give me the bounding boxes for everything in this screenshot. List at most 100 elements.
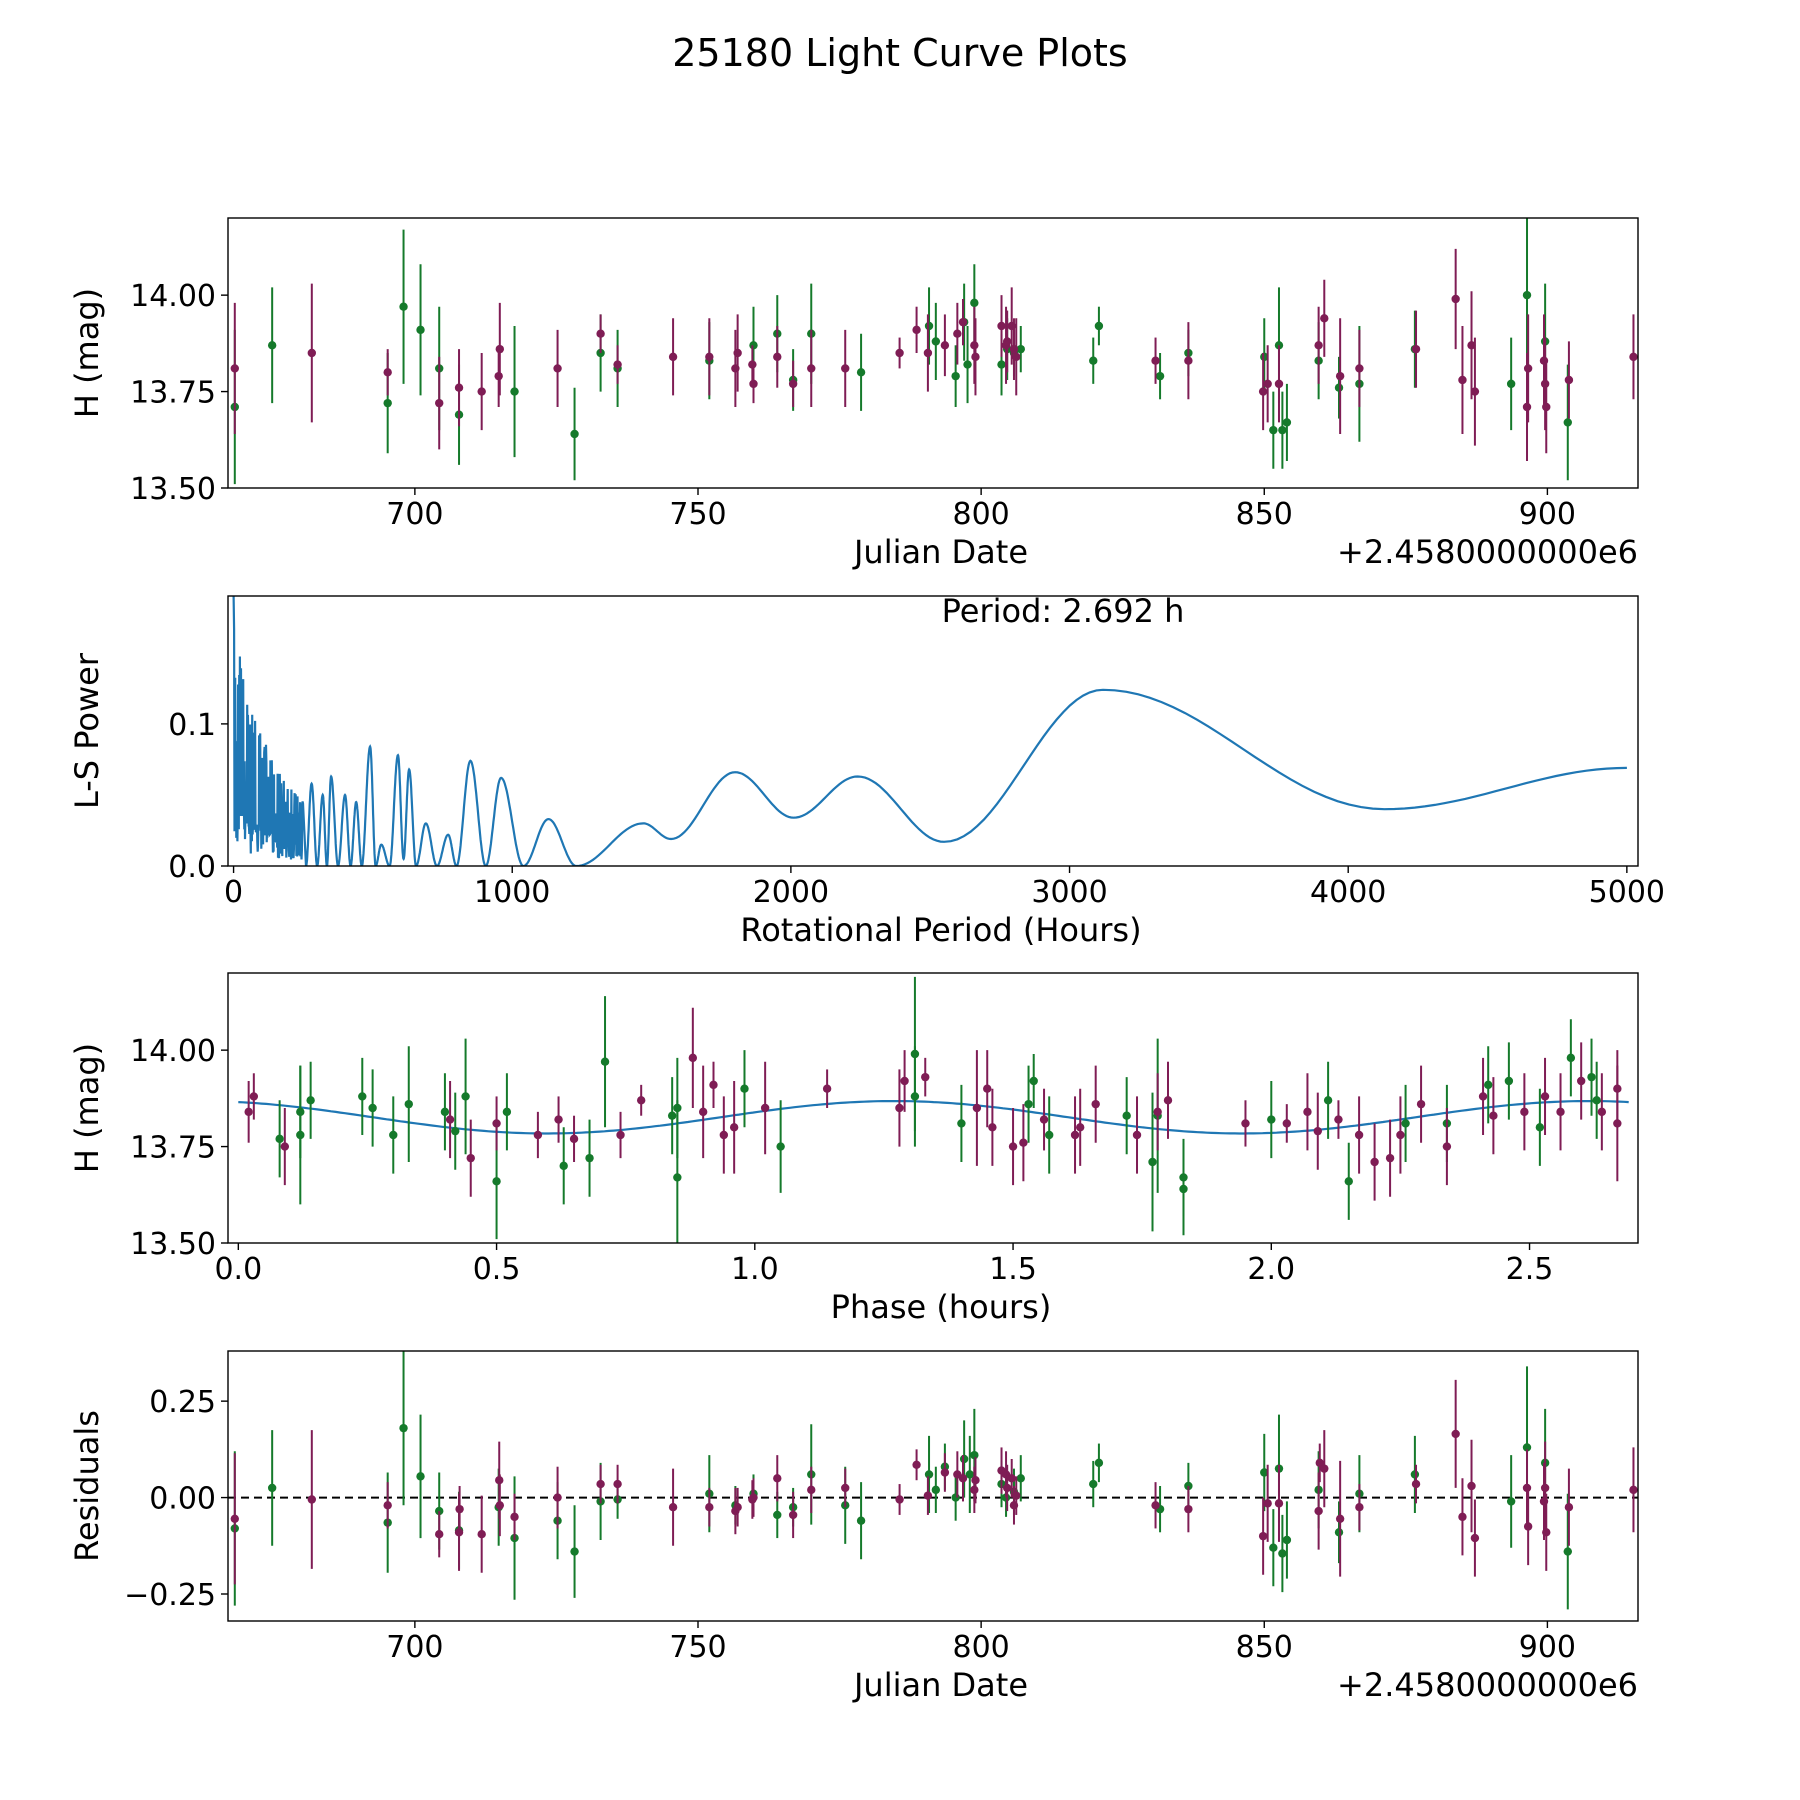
data-point [1563, 418, 1572, 427]
data-point [1451, 294, 1460, 304]
series-purple [230, 1379, 1638, 1585]
x-tick-label: 0 [224, 875, 243, 910]
data-point [1089, 356, 1098, 365]
data-point [1008, 1142, 1018, 1151]
data-point [856, 1516, 866, 1525]
data-point [1470, 387, 1480, 396]
x-tick-label: 700 [386, 1630, 443, 1665]
data-point [1535, 1123, 1545, 1132]
axes-frame [227, 217, 1639, 489]
y-tick-label: 0.1 [168, 708, 216, 743]
x-axis-label: Julian Date [852, 1666, 1028, 1704]
data-point [569, 1134, 579, 1144]
data-point [971, 352, 980, 362]
data-point [983, 1084, 992, 1093]
data-point [1484, 1080, 1493, 1090]
data-point [1002, 1483, 1012, 1493]
data-point [1396, 1130, 1405, 1140]
data-point [553, 364, 562, 373]
data-point [461, 1092, 470, 1101]
data-point [280, 1142, 290, 1151]
data-point [455, 1504, 464, 1514]
data-point [1148, 1157, 1157, 1167]
data-point [912, 1460, 921, 1469]
data-point [1442, 1142, 1452, 1151]
axes-frame [227, 1350, 1639, 1622]
data-point [1282, 1535, 1292, 1545]
data-point [1029, 1076, 1038, 1086]
y-tick-label: 0.25 [149, 1385, 216, 1420]
data-point [596, 1479, 605, 1489]
data-point [1012, 352, 1021, 362]
data-point [613, 1479, 622, 1489]
data-point [822, 1084, 832, 1093]
data-point [1564, 1503, 1574, 1512]
data-point [1282, 1119, 1291, 1128]
data-point [1075, 1123, 1085, 1132]
data-point [1094, 1458, 1104, 1468]
data-point [296, 1130, 305, 1140]
data-point [1315, 1458, 1324, 1468]
data-point [416, 1472, 425, 1481]
data-point [1335, 371, 1345, 381]
data-point [383, 398, 392, 408]
x-tick-label: 800 [952, 1630, 1009, 1665]
x-tick-label: 1000 [474, 875, 550, 910]
data-point [1303, 1107, 1312, 1117]
data-point [1334, 383, 1344, 392]
data-point [921, 1072, 930, 1082]
data-point [1597, 1107, 1607, 1117]
x-offset-text: +2.4580000000e6 [1337, 533, 1638, 571]
x-tick-label: 900 [1519, 1630, 1576, 1665]
data-point [1523, 364, 1533, 373]
data-point [729, 1123, 739, 1132]
y-tick-label: 13.50 [130, 1227, 216, 1262]
data-point [841, 364, 850, 373]
data-point [900, 1076, 909, 1086]
data-point [931, 337, 941, 346]
data-point [1451, 1429, 1460, 1439]
data-point [616, 1130, 625, 1140]
data-point [951, 1493, 960, 1502]
plot-area [238, 976, 1629, 1243]
data-point [773, 1474, 782, 1483]
data-point [997, 321, 1006, 331]
data-point [613, 360, 622, 369]
data-point [965, 1470, 975, 1479]
data-point [1520, 1107, 1529, 1117]
data-point [1540, 1092, 1550, 1101]
y-tick-label: 14.00 [130, 1034, 216, 1069]
data-point [1089, 1479, 1098, 1489]
data-point [399, 302, 408, 311]
data-point [668, 352, 678, 362]
y-tick-label: 0.00 [149, 1482, 216, 1517]
data-point [1344, 1177, 1353, 1186]
data-point [1467, 1481, 1476, 1491]
data-point [1411, 1479, 1421, 1489]
data-point [477, 387, 486, 396]
data-point [970, 341, 979, 350]
data-point [1540, 1483, 1550, 1493]
data-point [275, 1134, 284, 1144]
data-point [705, 352, 714, 362]
y-tick-label: 0.0 [168, 850, 216, 885]
data-point [1122, 1111, 1131, 1120]
data-point [1179, 1173, 1188, 1182]
data-point [1334, 1528, 1344, 1537]
data-point [1258, 387, 1268, 396]
data-point [596, 329, 605, 338]
data-point [709, 1080, 718, 1090]
data-point [963, 360, 972, 369]
x-tick-label: 0.5 [473, 1252, 521, 1287]
data-point [673, 1103, 682, 1113]
data-point [673, 1173, 682, 1182]
data-point [1258, 1531, 1268, 1541]
data-point [1039, 1115, 1049, 1124]
data-point [1163, 1096, 1173, 1105]
data-point [856, 368, 866, 377]
data-point [1522, 1483, 1532, 1493]
y-axis-label: L-S Power [68, 652, 106, 809]
data-point [1458, 375, 1467, 385]
data-point [924, 1470, 934, 1479]
data-point [554, 1115, 563, 1124]
